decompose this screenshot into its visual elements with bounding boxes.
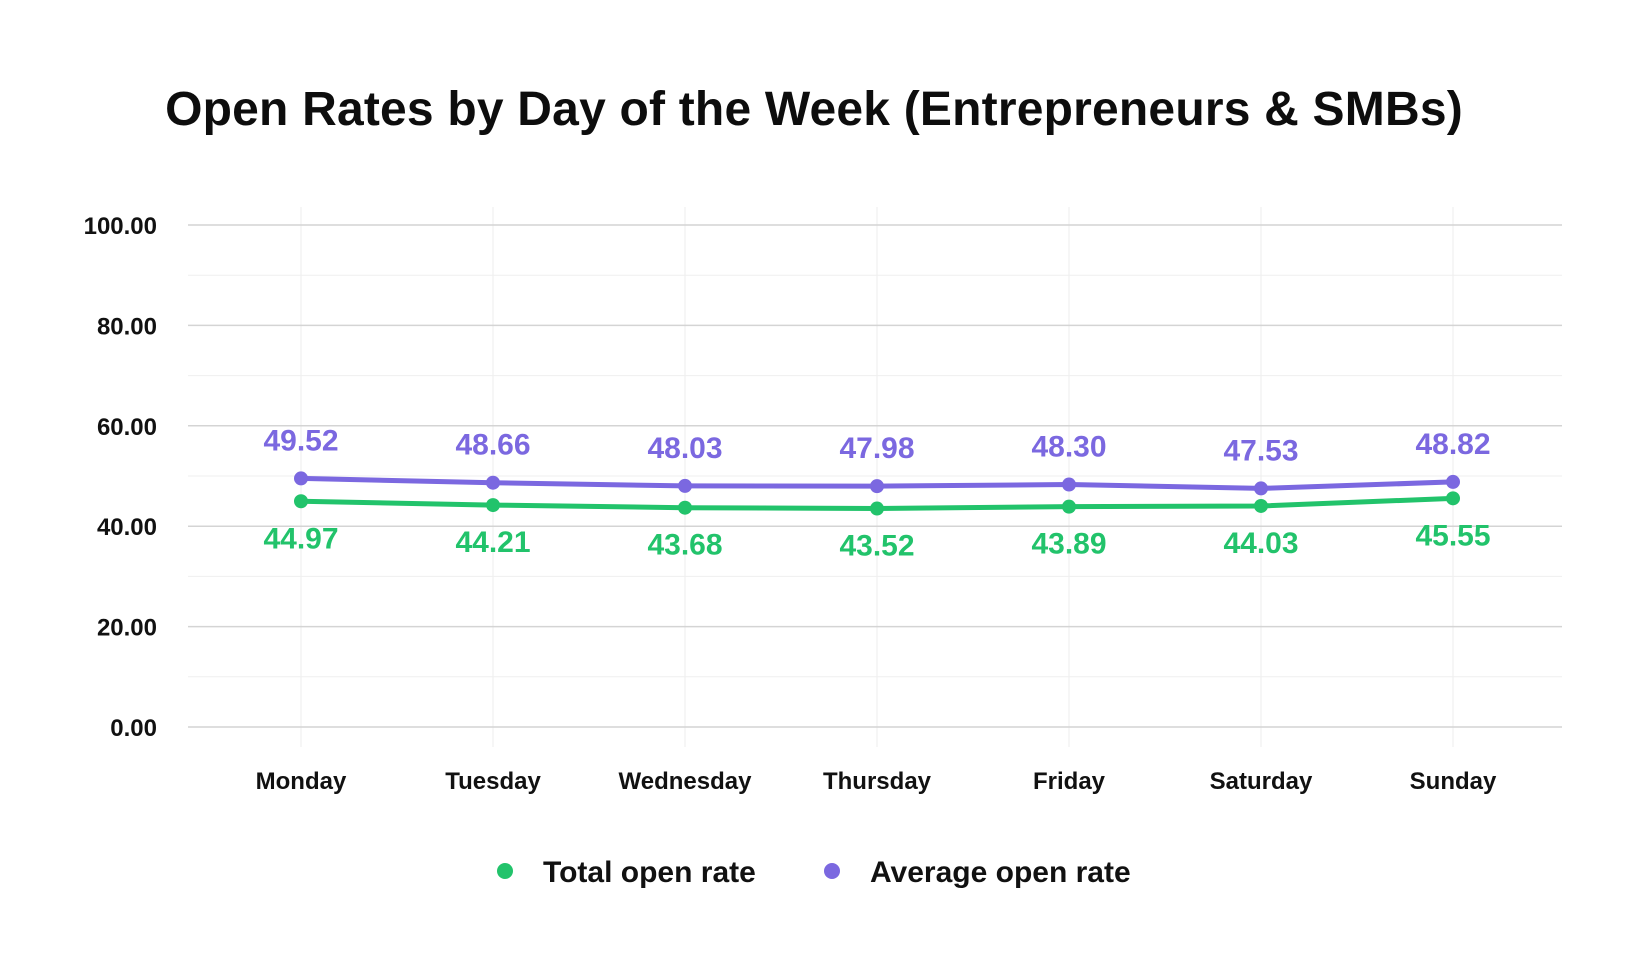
data-point xyxy=(678,478,692,493)
data-label: 43.52 xyxy=(839,530,914,563)
y-tick-label: 40.00 xyxy=(97,514,157,541)
data-point xyxy=(1062,499,1076,514)
x-tick-label: Wednesday xyxy=(619,768,753,795)
x-tick-label: Saturday xyxy=(1210,768,1313,795)
legend-marker xyxy=(824,863,840,879)
legend-label: Total open rate xyxy=(543,856,756,889)
data-label: 48.30 xyxy=(1031,431,1106,464)
y-tick-label: 80.00 xyxy=(97,313,157,340)
vertical-grid xyxy=(300,207,1454,747)
data-point xyxy=(1254,481,1268,496)
data-point xyxy=(1446,491,1460,506)
x-tick-label: Sunday xyxy=(1410,768,1497,795)
x-tick-label: Friday xyxy=(1033,768,1106,795)
data-label: 44.97 xyxy=(263,522,338,555)
x-tick-label: Monday xyxy=(256,768,347,795)
data-label: 44.03 xyxy=(1223,527,1298,560)
data-point xyxy=(870,501,884,516)
data-point xyxy=(486,498,500,513)
legend-item: Average open rate xyxy=(824,856,1131,889)
data-label: 47.98 xyxy=(839,432,914,465)
data-point xyxy=(1062,477,1076,492)
data-label: 45.55 xyxy=(1415,519,1490,552)
y-axis-ticks: 0.00 20.00 40.00 60.00 80.00 100.00 xyxy=(84,213,157,742)
data-point xyxy=(486,475,500,490)
series-1: 49.52 48.66 48.03 47.98 48.30 47.53 48.82 xyxy=(263,424,1491,496)
y-tick-label: 100.00 xyxy=(84,213,157,240)
x-tick-label: Thursday xyxy=(823,768,932,795)
y-tick-label: 0.00 xyxy=(110,715,157,742)
series-0: 44.97 44.21 43.68 43.52 43.89 44.03 45.55 xyxy=(263,491,1491,563)
y-tick-label: 20.00 xyxy=(97,615,157,642)
legend-item: Total open rate xyxy=(497,856,756,889)
data-point xyxy=(294,494,308,509)
data-point xyxy=(1254,498,1268,513)
x-axis-ticks: Monday Tuesday Wednesday Thursday Friday Satu… xyxy=(256,768,1497,795)
y-tick-label: 60.00 xyxy=(97,414,157,441)
legend-label: Average open rate xyxy=(870,856,1131,889)
data-label: 44.21 xyxy=(455,526,530,559)
legend: Total open rate Average open rate xyxy=(497,856,1131,889)
horizontal-grid xyxy=(188,224,1562,728)
data-label: 48.82 xyxy=(1415,428,1490,461)
data-label: 43.68 xyxy=(647,529,722,562)
x-tick-label: Tuesday xyxy=(445,768,541,795)
data-label: 47.53 xyxy=(1223,434,1298,467)
legend-marker xyxy=(497,863,513,879)
data-point xyxy=(294,471,308,486)
data-label: 49.52 xyxy=(263,424,338,457)
data-point xyxy=(870,479,884,494)
data-label: 43.89 xyxy=(1031,528,1106,561)
data-label: 48.66 xyxy=(455,429,530,462)
data-point xyxy=(678,500,692,515)
data-label: 48.03 xyxy=(647,432,722,465)
chart-title: Open Rates by Day of the Week (Entrepren… xyxy=(165,83,1463,136)
data-point xyxy=(1446,474,1460,489)
